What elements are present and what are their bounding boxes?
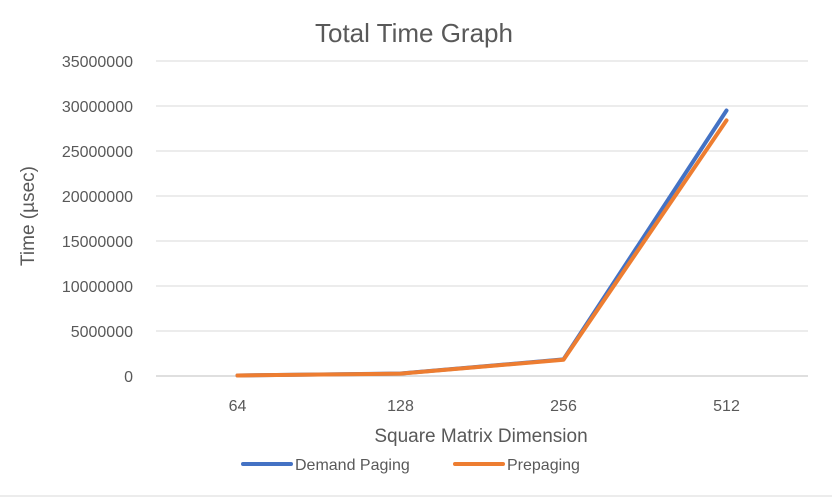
x-axis-title: Square Matrix Dimension	[374, 426, 587, 447]
y-tick-label: 5000000	[71, 324, 133, 341]
legend: Demand Paging Prepaging	[241, 457, 580, 474]
x-tick-label: 128	[387, 398, 414, 415]
x-axis-tick-labels: 64 128 256 512	[229, 398, 740, 415]
y-axis-title: Time (µsec)	[18, 166, 39, 266]
y-tick-label: 10000000	[62, 279, 133, 296]
y-tick-label: 30000000	[62, 99, 133, 116]
gridlines	[156, 60, 808, 332]
y-tick-label: 35000000	[62, 54, 133, 71]
series-line-demand-paging	[235, 108, 729, 378]
series-line-prepaging	[235, 118, 729, 378]
x-tick-label: 512	[713, 398, 740, 415]
y-tick-label: 15000000	[62, 234, 133, 251]
y-tick-label: 0	[124, 369, 133, 386]
y-axis-tick-labels: 0 5000000 10000000 15000000 20000000 25000000…	[62, 54, 133, 386]
legend-label: Prepaging	[507, 457, 580, 474]
y-tick-label: 25000000	[62, 144, 133, 161]
y-tick-label: 20000000	[62, 189, 133, 206]
x-tick-label: 64	[229, 398, 247, 415]
x-tick-label: 256	[550, 398, 577, 415]
series-lines	[235, 108, 729, 378]
legend-label: Demand Paging	[295, 457, 410, 474]
chart-title: Total Time Graph	[315, 18, 513, 48]
